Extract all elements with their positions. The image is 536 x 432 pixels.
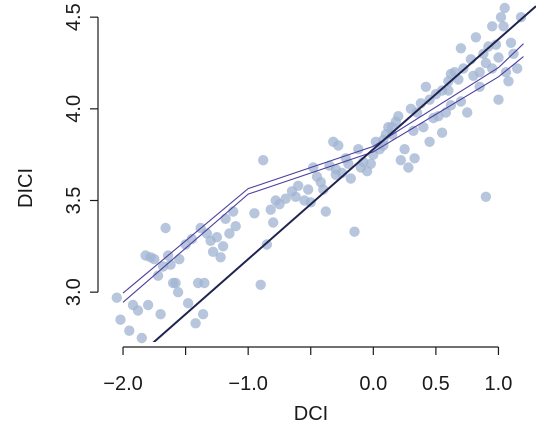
data-point-33: [224, 228, 235, 239]
data-point-1: [115, 314, 126, 325]
data-point-8: [149, 254, 160, 265]
regression-line: [152, 5, 536, 342]
data-point-126: [182, 298, 194, 309]
data-point-37: [255, 279, 266, 290]
data-point-4: [132, 305, 144, 316]
data-point-41: [268, 217, 279, 228]
data-point-49: [305, 197, 316, 208]
data-point-58: [333, 140, 344, 151]
data-point-122: [493, 52, 504, 63]
data-point-38: [258, 155, 269, 166]
data-point-113: [503, 76, 514, 87]
data-point-105: [480, 191, 492, 202]
y-tick-label-2: 4.0: [63, 95, 85, 123]
data-point-82: [408, 125, 419, 136]
data-point-117: [515, 12, 527, 23]
data-point-34: [228, 206, 239, 217]
data-point-35: [230, 221, 241, 232]
data-point-83: [411, 107, 423, 118]
data-point-132: [330, 164, 341, 175]
data-point-108: [490, 39, 502, 50]
data-point-78: [395, 155, 406, 166]
confidence-band-lower: [122, 56, 524, 303]
data-point-80: [403, 162, 414, 173]
data-point-9: [152, 270, 164, 281]
points-layer: [111, 2, 527, 344]
data-point-131: [386, 122, 398, 133]
data-point-36: [249, 208, 260, 219]
data-point-121: [487, 21, 498, 32]
data-point-28: [207, 246, 219, 257]
data-point-18: [174, 254, 185, 265]
data-point-5: [136, 332, 147, 344]
data-point-2: [124, 325, 135, 336]
data-point-20: [186, 233, 198, 245]
data-point-46: [293, 180, 304, 191]
data-point-91: [436, 127, 448, 138]
data-point-62: [345, 173, 356, 184]
y-axis-title: DICI: [15, 168, 37, 208]
data-point-125: [409, 153, 420, 164]
x-tick-label-0: −2.0: [103, 373, 142, 395]
data-point-79: [399, 144, 410, 155]
data-point-97: [455, 96, 467, 107]
data-point-21: [190, 318, 201, 329]
y-tick-label-3: 4.5: [63, 3, 85, 31]
data-point-29: [211, 232, 223, 243]
data-point-111: [498, 21, 509, 32]
lines-layer: [122, 5, 536, 342]
data-point-130: [499, 2, 510, 14]
y-tick-label-0: 3.0: [63, 278, 85, 306]
data-point-17: [172, 287, 184, 298]
data-point-14: [165, 259, 176, 270]
data-point-32: [220, 213, 231, 224]
data-point-127: [142, 299, 154, 311]
data-point-30: [215, 252, 226, 263]
data-point-99: [462, 107, 473, 118]
data-point-103: [474, 67, 485, 78]
data-point-116: [512, 63, 523, 74]
x-axis-title: DCI: [294, 403, 328, 425]
data-point-12: [160, 222, 171, 234]
confidence-band-upper: [122, 43, 524, 294]
data-point-119: [455, 43, 467, 54]
x-tick-label-2: −1.0: [228, 373, 267, 395]
data-point-31: [217, 241, 229, 252]
axes-layer: −2.0 −1.0 0.0 0.5 1.0 3.0 3.5 4.0 4.5: [63, 3, 512, 395]
data-point-54: [320, 206, 331, 217]
data-point-0: [111, 292, 123, 303]
data-point-87: [424, 136, 435, 147]
data-point-16: [170, 277, 181, 289]
data-point-85: [418, 122, 429, 133]
data-point-39: [261, 239, 273, 250]
data-point-114: [505, 37, 517, 48]
data-point-24: [197, 309, 209, 320]
data-point-48: [303, 184, 314, 195]
data-point-68: [365, 158, 376, 169]
data-point-10: [155, 309, 166, 320]
data-point-50: [308, 162, 319, 173]
data-point-40: [265, 204, 276, 215]
data-point-118: [436, 85, 448, 96]
y-tick-label-1: 3.5: [63, 187, 85, 215]
data-point-102: [470, 32, 482, 43]
data-point-129: [480, 57, 492, 69]
x-tick-label-4: 0.0: [359, 373, 387, 395]
data-point-86: [420, 81, 432, 93]
data-point-112: [500, 67, 512, 78]
data-point-123: [290, 191, 301, 202]
x-tick-label-6: 1.0: [485, 373, 513, 395]
data-point-25: [199, 277, 210, 289]
data-point-77: [393, 111, 404, 122]
data-point-44: [280, 193, 291, 204]
data-point-109: [493, 94, 504, 105]
data-point-110: [495, 12, 507, 23]
data-point-134: [445, 68, 457, 80]
data-point-63: [349, 226, 360, 237]
x-tick-label-5: 0.5: [422, 373, 450, 395]
